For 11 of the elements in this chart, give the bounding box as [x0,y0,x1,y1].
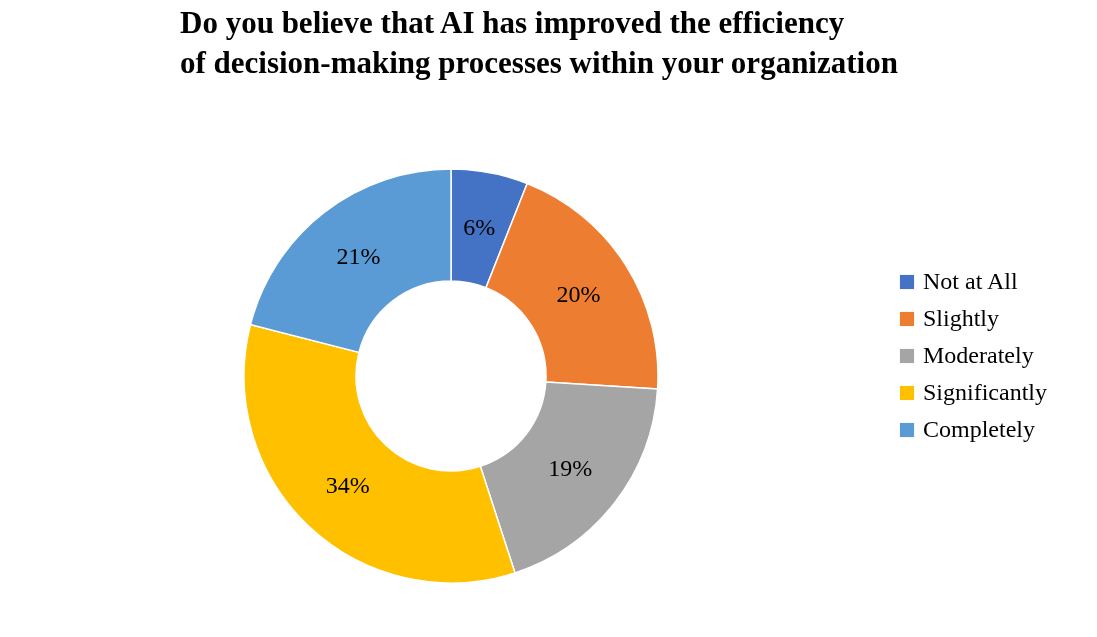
data-label: 20% [556,281,601,308]
legend-label: Moderately [923,342,1034,368]
legend-label: Significantly [923,379,1047,405]
data-label: 6% [463,213,496,240]
chart-title: Do you believe that AI has improved the efficiency of decision-making processes within your organization [180,5,898,80]
data-label: 21% [336,242,381,269]
data-label: 34% [325,472,370,499]
data-label: 19% [548,454,593,481]
legend-label: Slightly [923,305,1000,331]
legend-label: Completely [923,416,1035,442]
legend-label: Not at All [923,268,1018,294]
